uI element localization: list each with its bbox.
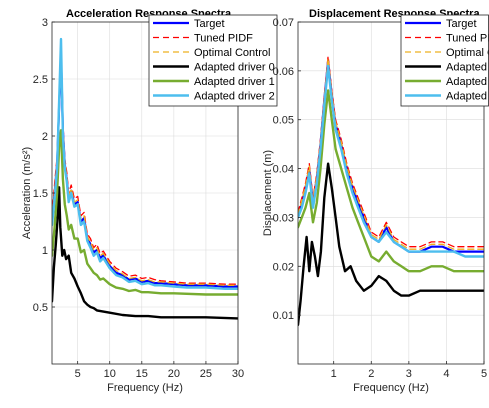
y-ticks: 0.01 0.02 0.03 0.04 0.05 0.06 0.07 bbox=[273, 17, 301, 322]
series-line-5 bbox=[298, 64, 484, 258]
y-tick-label: 3 bbox=[42, 17, 48, 29]
series-lines bbox=[298, 55, 484, 327]
plot-frame bbox=[297, 21, 485, 365]
y-ticks: 0.5 1 1.5 2 2.5 3 bbox=[33, 17, 55, 314]
legend-label-5: Adapted driver 2 bbox=[194, 91, 275, 103]
x-axis-label: Frequency (Hz) bbox=[353, 382, 429, 394]
series-line-5 bbox=[52, 37, 238, 290]
series-line-2 bbox=[52, 53, 238, 286]
x-ticks: 5 10 15 20 25 30 bbox=[75, 361, 244, 380]
x-tick-label: 15 bbox=[136, 368, 148, 380]
legend-label-4: Adapted driver 1 bbox=[194, 76, 275, 88]
y-tick-label: 0.05 bbox=[273, 115, 294, 127]
series-line-4 bbox=[52, 129, 238, 296]
legend-label-2: Optimal Control bbox=[194, 47, 270, 59]
y-tick-label: 0.5 bbox=[33, 302, 48, 314]
legend-label-2: Optimal Control bbox=[446, 47, 489, 59]
y-tick-label: 1.5 bbox=[33, 188, 48, 200]
y-tick-label: 0.06 bbox=[273, 66, 294, 78]
x-tick-label: 3 bbox=[406, 368, 412, 380]
legend-label-3: Adapted driver 0 bbox=[194, 62, 275, 74]
x-ticks: 1 2 3 4 5 bbox=[331, 361, 487, 380]
y-tick-label: 0.01 bbox=[273, 310, 294, 322]
series-line-4 bbox=[298, 89, 484, 273]
y-tick-label: 0.03 bbox=[273, 212, 294, 224]
x-tick-label: 30 bbox=[232, 368, 244, 380]
y-axis-label: Acceleration (m/s²) bbox=[21, 147, 33, 239]
legend-label-4: Adapted driver 1 bbox=[446, 76, 489, 88]
legend-label-1: Tuned PIDF bbox=[446, 33, 489, 45]
series-lines bbox=[52, 37, 238, 320]
x-tick-label: 4 bbox=[443, 368, 449, 380]
legend: Target Tuned PIDF Optimal Control Adapted d… bbox=[400, 14, 489, 107]
x-tick-label: 20 bbox=[168, 368, 180, 380]
legend-box bbox=[148, 14, 278, 107]
y-tick-label: 2 bbox=[42, 131, 48, 143]
x-tick-label: 25 bbox=[200, 368, 212, 380]
legend-label-5: Adapted driver 2 bbox=[446, 91, 489, 103]
x-tick-label: 5 bbox=[481, 368, 487, 380]
x-tick-label: 5 bbox=[75, 368, 81, 380]
acceleration-chart: 5 10 15 20 25 30 0.511.522.53 Acceleration Re… bbox=[21, 8, 278, 394]
y-axis-label: Displacement (m) bbox=[262, 150, 274, 236]
y-tick-label: 0.04 bbox=[273, 164, 294, 176]
legend-label-3: Adapted driver 0 bbox=[446, 62, 489, 74]
legend-label-1: Tuned PIDF bbox=[194, 33, 253, 45]
y-tick-label: 2.5 bbox=[33, 74, 48, 86]
legend-box bbox=[400, 14, 489, 107]
y-tick-label: 1 bbox=[42, 245, 48, 257]
legend: Target Tuned PIDF Optimal Control Adapted d… bbox=[148, 14, 278, 107]
displacement-chart: 1 2 3 4 5 0.01 0.02 0.03 0.04 0.05 0.06 0.07 Displ… bbox=[262, 8, 489, 394]
legend-label-0: Target bbox=[446, 18, 477, 30]
legend-label-0: Target bbox=[194, 18, 225, 30]
x-tick-label: 2 bbox=[368, 368, 374, 380]
y-tick-label: 0.07 bbox=[273, 17, 294, 29]
x-axis-label: Frequency (Hz) bbox=[107, 382, 183, 394]
series-line-3 bbox=[298, 162, 484, 327]
x-tick-label: 1 bbox=[331, 368, 337, 380]
x-tick-label: 10 bbox=[104, 368, 116, 380]
series-line-3 bbox=[52, 186, 238, 320]
y-tick-label: 0.02 bbox=[273, 261, 294, 273]
